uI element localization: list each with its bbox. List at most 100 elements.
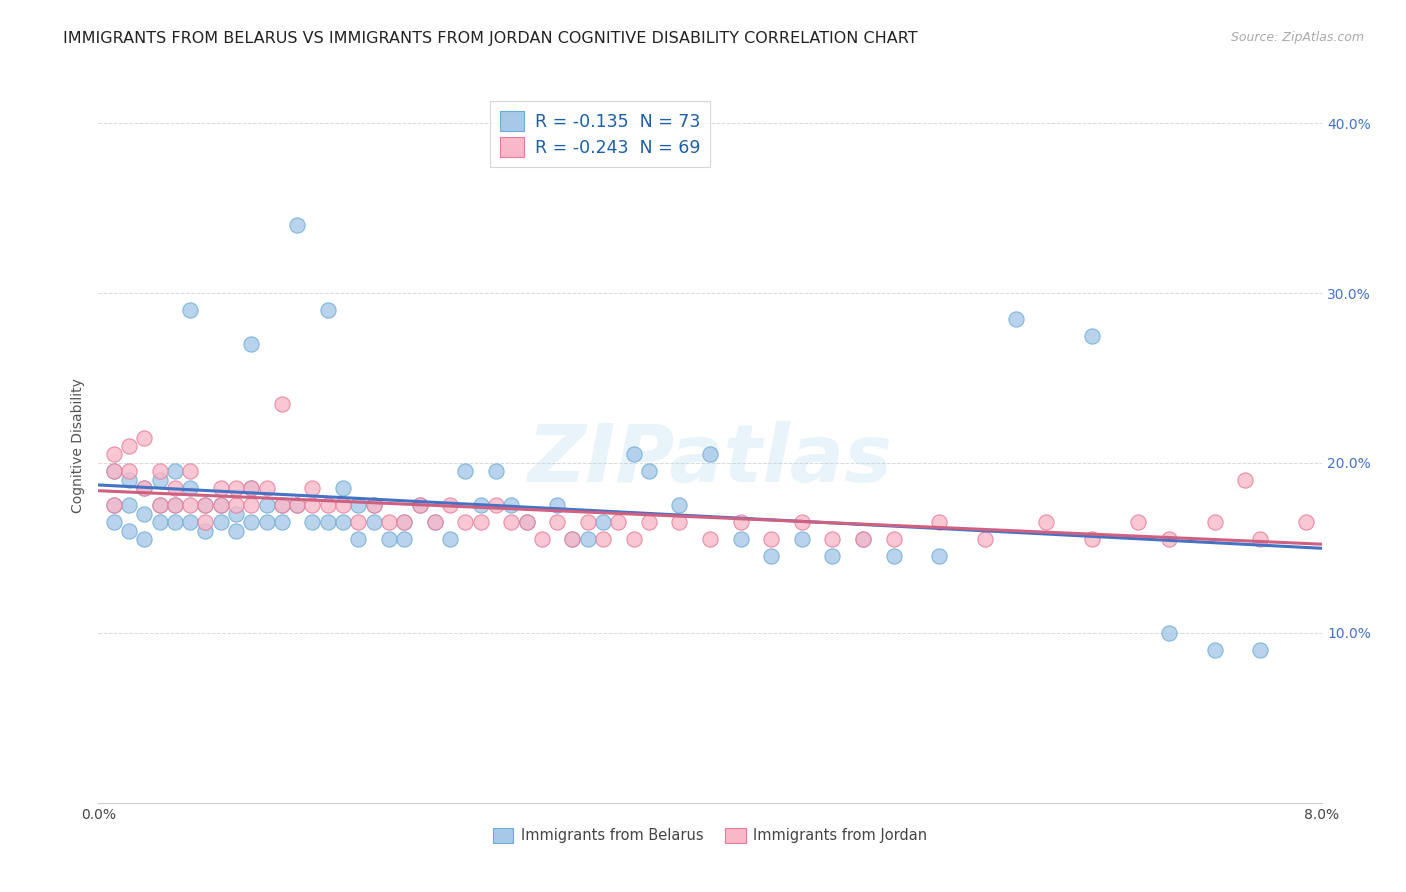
Point: [225, 499, 247, 513]
Point: [1004, 311, 1026, 326]
Point: [270, 396, 294, 410]
Point: [301, 516, 323, 530]
Point: [285, 499, 308, 513]
Point: [103, 465, 125, 479]
Point: [883, 549, 905, 564]
Point: [134, 482, 156, 496]
Point: [668, 499, 690, 513]
Point: [363, 516, 385, 530]
Point: [118, 473, 141, 487]
Point: [118, 499, 141, 513]
Point: [790, 533, 813, 547]
Point: [256, 499, 278, 513]
Point: [256, 516, 278, 530]
Point: [118, 465, 141, 479]
Point: [301, 482, 323, 496]
Point: [209, 499, 232, 513]
Point: [240, 482, 263, 496]
Point: [637, 516, 661, 530]
Legend: Immigrants from Belarus, Immigrants from Jordan: Immigrants from Belarus, Immigrants from…: [486, 822, 934, 849]
Point: [699, 533, 721, 547]
Point: [392, 516, 416, 530]
Point: [623, 533, 645, 547]
Point: [240, 499, 263, 513]
Point: [928, 549, 950, 564]
Point: [332, 516, 354, 530]
Point: [103, 499, 125, 513]
Point: [1204, 643, 1226, 657]
Point: [1341, 533, 1364, 547]
Point: [194, 499, 217, 513]
Point: [134, 507, 156, 521]
Point: [134, 533, 156, 547]
Point: [240, 516, 263, 530]
Point: [118, 439, 141, 453]
Point: [730, 533, 752, 547]
Point: [149, 473, 172, 487]
Point: [209, 482, 232, 496]
Text: IMMIGRANTS FROM BELARUS VS IMMIGRANTS FROM JORDAN COGNITIVE DISABILITY CORRELATI: IMMIGRANTS FROM BELARUS VS IMMIGRANTS FR…: [63, 31, 918, 46]
Point: [516, 516, 538, 530]
Point: [1234, 473, 1257, 487]
Point: [561, 533, 583, 547]
Point: [347, 516, 370, 530]
Point: [454, 465, 477, 479]
Point: [928, 516, 950, 530]
Point: [1035, 516, 1057, 530]
Point: [1081, 328, 1104, 343]
Point: [1372, 516, 1395, 530]
Point: [240, 482, 263, 496]
Point: [363, 499, 385, 513]
Point: [347, 499, 370, 513]
Point: [347, 533, 370, 547]
Point: [607, 516, 630, 530]
Point: [163, 499, 186, 513]
Point: [546, 516, 568, 530]
Point: [118, 524, 141, 538]
Point: [149, 516, 172, 530]
Point: [454, 516, 477, 530]
Point: [332, 499, 354, 513]
Y-axis label: Cognitive Disability: Cognitive Disability: [70, 378, 84, 514]
Point: [179, 516, 201, 530]
Point: [485, 465, 508, 479]
Point: [103, 448, 125, 462]
Point: [576, 533, 599, 547]
Point: [163, 482, 186, 496]
Point: [623, 448, 645, 462]
Point: [285, 499, 308, 513]
Point: [332, 482, 354, 496]
Point: [637, 465, 661, 479]
Point: [730, 516, 752, 530]
Point: [149, 499, 172, 513]
Point: [103, 499, 125, 513]
Point: [270, 499, 294, 513]
Point: [194, 516, 217, 530]
Point: [546, 499, 568, 513]
Point: [501, 516, 523, 530]
Point: [759, 533, 782, 547]
Point: [134, 430, 156, 444]
Point: [1128, 516, 1150, 530]
Point: [974, 533, 997, 547]
Point: [194, 524, 217, 538]
Point: [179, 482, 201, 496]
Point: [668, 516, 690, 530]
Point: [1157, 626, 1180, 640]
Point: [103, 516, 125, 530]
Point: [501, 499, 523, 513]
Point: [852, 533, 875, 547]
Point: [316, 516, 339, 530]
Point: [179, 303, 201, 318]
Point: [134, 482, 156, 496]
Point: [270, 499, 294, 513]
Point: [592, 516, 614, 530]
Point: [270, 516, 294, 530]
Point: [592, 533, 614, 547]
Point: [852, 533, 875, 547]
Point: [103, 465, 125, 479]
Point: [883, 533, 905, 547]
Point: [485, 499, 508, 513]
Point: [1249, 533, 1271, 547]
Point: [149, 465, 172, 479]
